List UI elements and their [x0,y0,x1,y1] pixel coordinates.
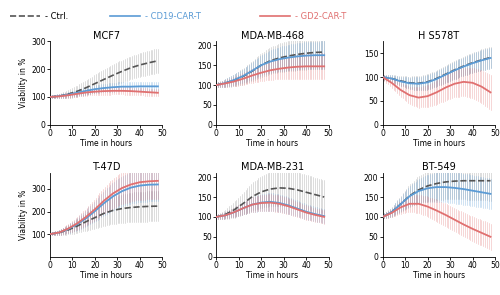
X-axis label: Time in hours: Time in hours [246,271,298,280]
Title: T-47D: T-47D [92,163,120,172]
X-axis label: Time in hours: Time in hours [80,271,132,280]
X-axis label: Time in hours: Time in hours [413,139,465,148]
X-axis label: Time in hours: Time in hours [80,139,132,148]
Title: MDA-MB-231: MDA-MB-231 [241,163,304,172]
Y-axis label: Viability in %: Viability in % [20,58,28,108]
Title: MCF7: MCF7 [92,30,120,40]
Title: BT-549: BT-549 [422,163,456,172]
Text: - GD2-CAR-T: - GD2-CAR-T [295,12,346,21]
Y-axis label: Viability in %: Viability in % [20,190,28,240]
Text: - Ctrl.: - Ctrl. [45,12,68,21]
Title: H S578T: H S578T [418,30,460,40]
Title: MDA-MB-468: MDA-MB-468 [241,30,304,40]
X-axis label: Time in hours: Time in hours [413,271,465,280]
X-axis label: Time in hours: Time in hours [246,139,298,148]
Text: - CD19-CAR-T: - CD19-CAR-T [145,12,201,21]
